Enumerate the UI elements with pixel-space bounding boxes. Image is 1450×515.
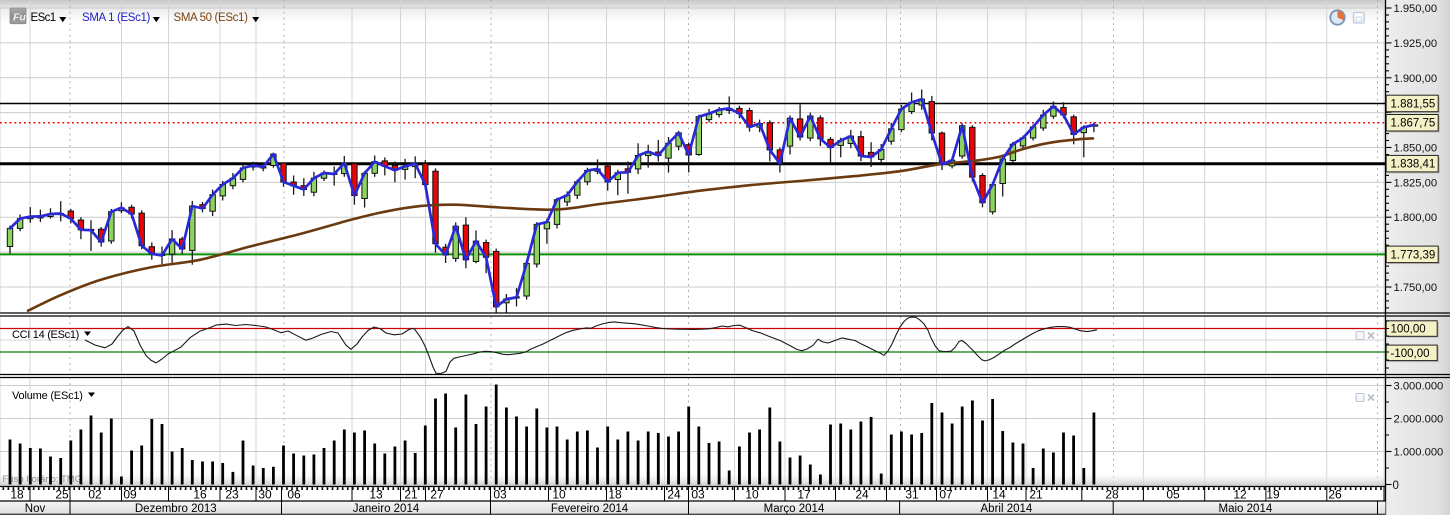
- svg-text:1.000.000: 1.000.000: [1394, 447, 1444, 459]
- svg-text:-100,00: -100,00: [1391, 348, 1430, 360]
- svg-text:1.800,00: 1.800,00: [1394, 212, 1438, 224]
- svg-text:30: 30: [258, 488, 272, 502]
- svg-text:27: 27: [430, 488, 444, 502]
- svg-text:18: 18: [10, 488, 24, 502]
- svg-text:25: 25: [55, 488, 69, 502]
- svg-text:1.825,00: 1.825,00: [1394, 177, 1438, 189]
- svg-text:1.773,39: 1.773,39: [1391, 249, 1436, 261]
- svg-text:10: 10: [552, 488, 566, 502]
- svg-text:Fuso horário: TMG: Fuso horário: TMG: [3, 474, 83, 485]
- svg-text:09: 09: [123, 488, 137, 502]
- svg-text:SMA 1 (ESc1): SMA 1 (ESc1): [82, 12, 151, 24]
- svg-text:12: 12: [1233, 488, 1247, 502]
- svg-text:1.838,41: 1.838,41: [1391, 159, 1436, 171]
- svg-text:Dezembro 2013: Dezembro 2013: [135, 503, 217, 515]
- svg-text:3.000.000: 3.000.000: [1394, 381, 1444, 393]
- svg-text:28: 28: [1105, 488, 1119, 502]
- svg-text:1.950,00: 1.950,00: [1394, 3, 1438, 15]
- svg-text:Abril 2014: Abril 2014: [981, 503, 1033, 515]
- svg-text:18: 18: [608, 488, 622, 502]
- svg-text:10: 10: [745, 488, 759, 502]
- svg-text:Nov: Nov: [25, 503, 46, 515]
- svg-text:ESc1: ESc1: [31, 12, 56, 24]
- svg-text:07: 07: [939, 488, 953, 502]
- svg-text:Fu: Fu: [13, 12, 26, 24]
- svg-text:24: 24: [855, 488, 869, 502]
- svg-text:Março 2014: Março 2014: [764, 503, 825, 515]
- svg-text:Volume (ESc1): Volume (ESc1): [12, 390, 83, 402]
- svg-text:26: 26: [1328, 488, 1342, 502]
- svg-text:1.867,75: 1.867,75: [1391, 118, 1436, 130]
- svg-text:16: 16: [193, 488, 207, 502]
- svg-text:06: 06: [287, 488, 301, 502]
- svg-text:23: 23: [225, 488, 239, 502]
- svg-text:Maio 2014: Maio 2014: [1219, 503, 1273, 515]
- svg-text:Janeiro 2014: Janeiro 2014: [353, 503, 420, 515]
- svg-text:03: 03: [493, 488, 507, 502]
- svg-text:1.850,00: 1.850,00: [1394, 143, 1438, 155]
- svg-text:03: 03: [691, 488, 705, 502]
- svg-text:SMA 50 (ESc1): SMA 50 (ESc1): [174, 12, 249, 24]
- svg-text:100,00: 100,00: [1391, 324, 1426, 336]
- svg-text:1.925,00: 1.925,00: [1394, 38, 1438, 50]
- svg-text:05: 05: [1166, 488, 1180, 502]
- svg-text:1.750,00: 1.750,00: [1394, 282, 1438, 294]
- svg-text:21: 21: [1029, 488, 1043, 502]
- svg-text:1.881,55: 1.881,55: [1391, 99, 1436, 111]
- svg-text:2.000.000: 2.000.000: [1394, 414, 1444, 426]
- svg-text:14: 14: [992, 488, 1006, 502]
- svg-text:0: 0: [1393, 480, 1399, 492]
- svg-text:CCI 14 (ESc1): CCI 14 (ESc1): [12, 329, 79, 341]
- svg-text:17: 17: [797, 488, 811, 502]
- svg-text:19: 19: [1266, 488, 1280, 502]
- svg-text:02: 02: [88, 488, 102, 502]
- svg-text:21: 21: [404, 488, 418, 502]
- svg-text:1.900,00: 1.900,00: [1394, 73, 1438, 85]
- svg-text:13: 13: [369, 488, 383, 502]
- svg-text:24: 24: [667, 488, 681, 502]
- svg-text:31: 31: [905, 488, 919, 502]
- svg-text:Fevereiro 2014: Fevereiro 2014: [551, 503, 629, 515]
